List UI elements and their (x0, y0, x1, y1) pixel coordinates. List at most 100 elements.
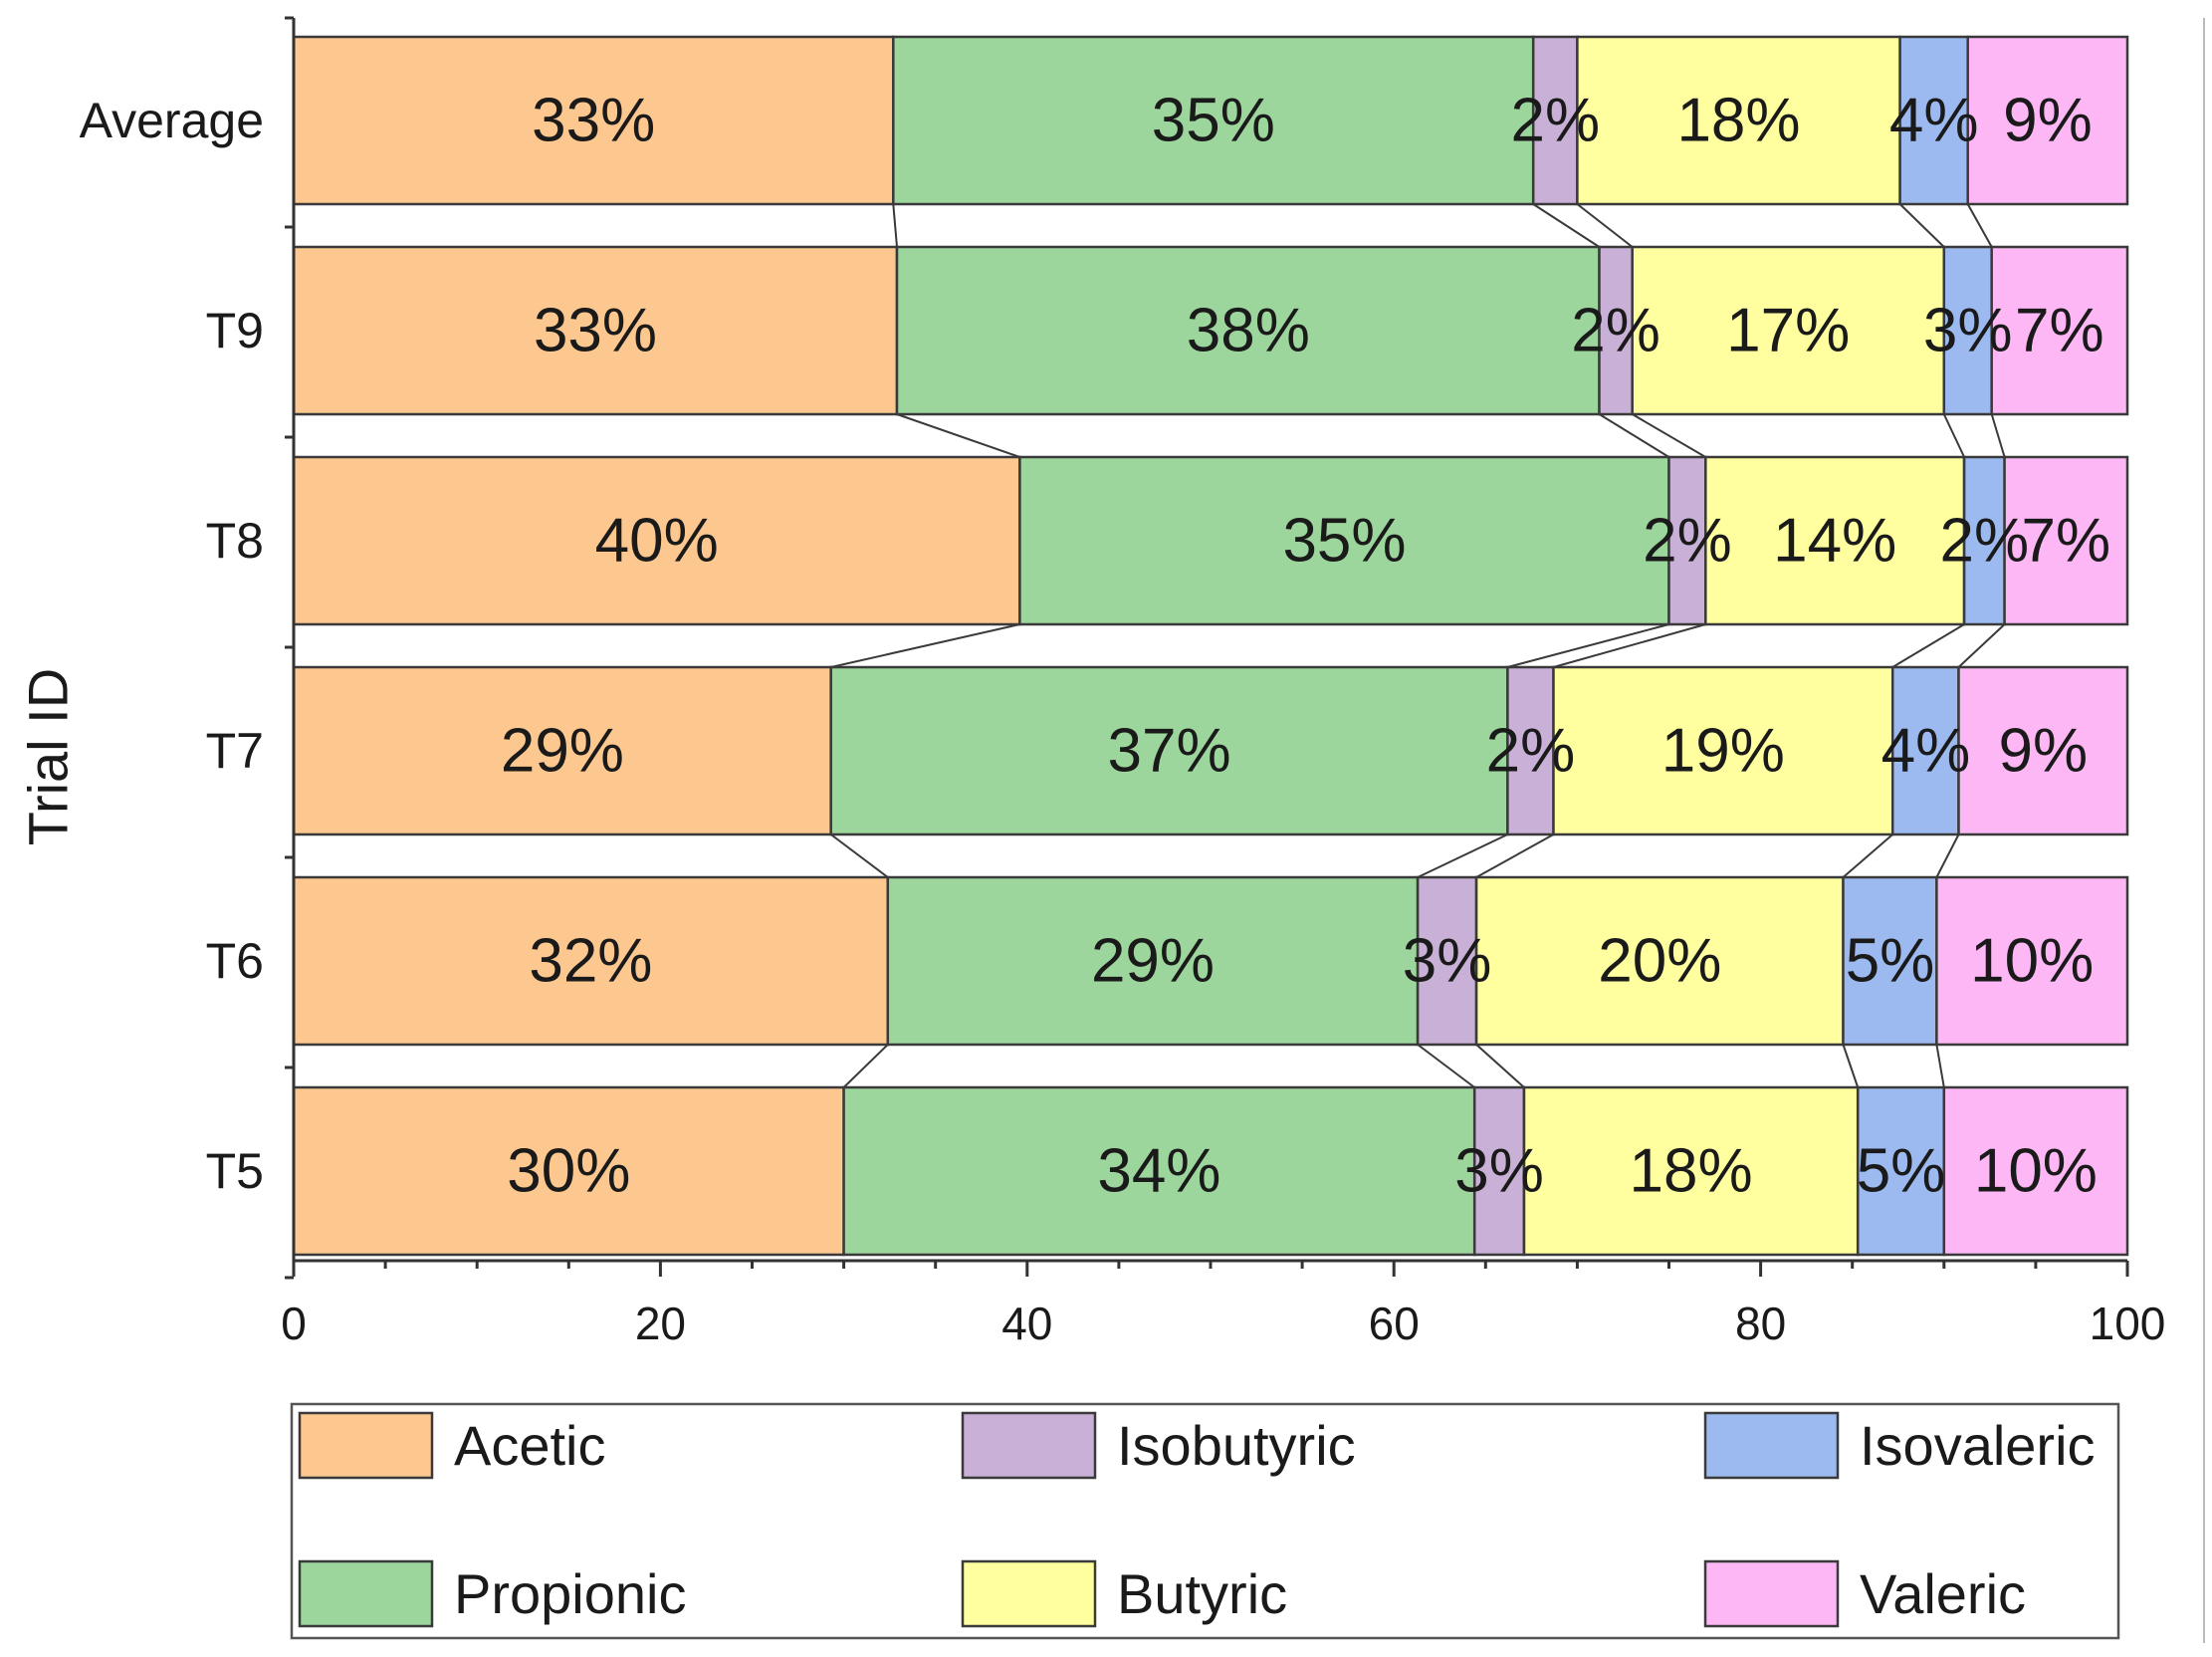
connector-line (1935, 1044, 1945, 1088)
connector-line (1842, 1044, 1860, 1088)
y-tick-label: T9 (206, 303, 264, 358)
data-label-isobutyric: 2% (1510, 87, 1600, 155)
data-label-valeric: 10% (1970, 927, 2094, 996)
data-label-isovaleric: 5% (1846, 927, 1935, 996)
legend-swatch-isovaleric (1703, 1411, 1840, 1480)
bar-segment-propionic-t8 (1018, 455, 1670, 626)
data-label-butyric: 20% (1598, 927, 1721, 996)
bar-segment-butyric-t9 (1631, 245, 1946, 416)
data-label-acetic: 32% (529, 927, 652, 996)
data-label-acetic: 33% (532, 87, 655, 155)
data-label-valeric: 9% (1998, 717, 2088, 786)
legend-swatch-acetic (298, 1411, 434, 1480)
legend-label-isobutyric: Isobutyric (1117, 1414, 1356, 1477)
legend-swatch-propionic (298, 1559, 434, 1628)
data-label-isobutyric: 3% (1454, 1137, 1544, 1206)
data-label-propionic: 37% (1108, 717, 1231, 786)
connector-line (1966, 203, 1993, 248)
bar-segment-butyric-t5 (1522, 1085, 1860, 1257)
legend-swatch-valeric (1703, 1559, 1840, 1628)
connector-line (830, 623, 1020, 668)
data-label-isovaleric: 5% (1857, 1137, 1946, 1206)
connector-line (1553, 623, 1706, 668)
bar-segment-valeric-t5 (1942, 1085, 2129, 1257)
connector-line (1935, 833, 1960, 878)
y-tick-label: Average (80, 93, 264, 148)
data-label-isobutyric: 2% (1571, 297, 1660, 365)
connector-line (892, 203, 898, 248)
y-tick-label: T8 (206, 513, 264, 569)
y-tick-label: T5 (206, 1143, 264, 1199)
connector-line (1417, 833, 1508, 878)
legend-swatch-isobutyric (961, 1411, 1097, 1480)
data-label-valeric: 7% (2021, 507, 2110, 576)
data-label-isobutyric: 3% (1403, 927, 1492, 996)
data-label-propionic: 38% (1187, 297, 1310, 365)
data-label-isovaleric: 4% (1881, 717, 1971, 786)
data-label-valeric: 7% (2015, 297, 2104, 365)
data-label-acetic: 30% (507, 1137, 630, 1206)
bar-segment-isovaleric-t5 (1856, 1085, 1946, 1257)
x-tick-label: 20 (635, 1298, 686, 1349)
connector-line (1990, 413, 2006, 458)
bar-segment-acetic-t8 (292, 455, 1021, 626)
bar-segment-butyric-t6 (1474, 875, 1845, 1047)
connector-line (842, 1044, 889, 1088)
data-label-butyric: 14% (1773, 507, 1896, 576)
connector-line (1891, 623, 1965, 668)
connector-line (1576, 203, 1634, 248)
bar-segment-butyric-average (1576, 35, 1901, 206)
connector-line (1942, 413, 1966, 458)
connector-line (1632, 413, 1706, 458)
data-label-propionic: 35% (1152, 87, 1275, 155)
data-label-valeric: 10% (1974, 1137, 2098, 1206)
bar-segment-isovaleric-t7 (1890, 665, 1960, 836)
y-tick-label: T6 (206, 933, 264, 989)
connector-line (1598, 413, 1670, 458)
bar-segment-isovaleric-t6 (1842, 875, 1938, 1047)
legend-label-isovaleric: Isovaleric (1860, 1414, 2096, 1477)
bar-segment-isobutyric-t7 (1506, 665, 1555, 836)
bar-segment-valeric-t8 (2003, 455, 2129, 626)
bar-segment-isovaleric-average (1898, 35, 1970, 206)
x-tick-label: 100 (2090, 1298, 2166, 1349)
bar-segment-isovaleric-t8 (1962, 455, 2006, 626)
bar-segment-butyric-t8 (1704, 455, 1966, 626)
data-label-butyric: 18% (1630, 1137, 1753, 1206)
bar-segment-propionic-t9 (895, 245, 1601, 416)
bar-segment-acetic-t9 (292, 245, 899, 416)
connector-line (896, 413, 1020, 458)
connector-line (1417, 1044, 1475, 1088)
connector-line (1842, 833, 1893, 878)
bar-segment-valeric-t9 (1990, 245, 2129, 416)
bar-segment-acetic-t5 (292, 1085, 845, 1257)
connector-line (1475, 833, 1554, 878)
bar-segment-propionic-t7 (829, 665, 1509, 836)
x-tick-label: 0 (281, 1298, 307, 1349)
data-label-valeric: 9% (2003, 87, 2093, 155)
y-tick-label: T7 (206, 723, 264, 779)
x-tick-label: 60 (1369, 1298, 1420, 1349)
data-label-acetic: 33% (534, 297, 657, 365)
legend-label-valeric: Valeric (1860, 1562, 2026, 1625)
data-label-butyric: 18% (1676, 87, 1800, 155)
legend-label-acetic: Acetic (454, 1414, 606, 1477)
data-label-propionic: 34% (1097, 1137, 1220, 1206)
connector-line (1957, 623, 2006, 668)
data-label-isovaleric: 2% (1939, 507, 2029, 576)
bar-segment-valeric-average (1966, 35, 2129, 206)
connector-line (1898, 203, 1945, 248)
legend-label-butyric: Butyric (1117, 1562, 1287, 1625)
bar-segment-valeric-t6 (1935, 875, 2129, 1047)
bar-segment-propionic-average (892, 35, 1535, 206)
bar-segment-isobutyric-average (1531, 35, 1579, 206)
data-label-isovaleric: 4% (1889, 87, 1979, 155)
data-label-isobutyric: 2% (1643, 507, 1732, 576)
connector-line (1507, 623, 1669, 668)
x-tick-label: 40 (1001, 1298, 1052, 1349)
data-label-butyric: 19% (1661, 717, 1785, 786)
data-label-acetic: 29% (501, 717, 624, 786)
legend-label-propionic: Propionic (454, 1562, 686, 1625)
bar-segment-acetic-average (292, 35, 895, 206)
